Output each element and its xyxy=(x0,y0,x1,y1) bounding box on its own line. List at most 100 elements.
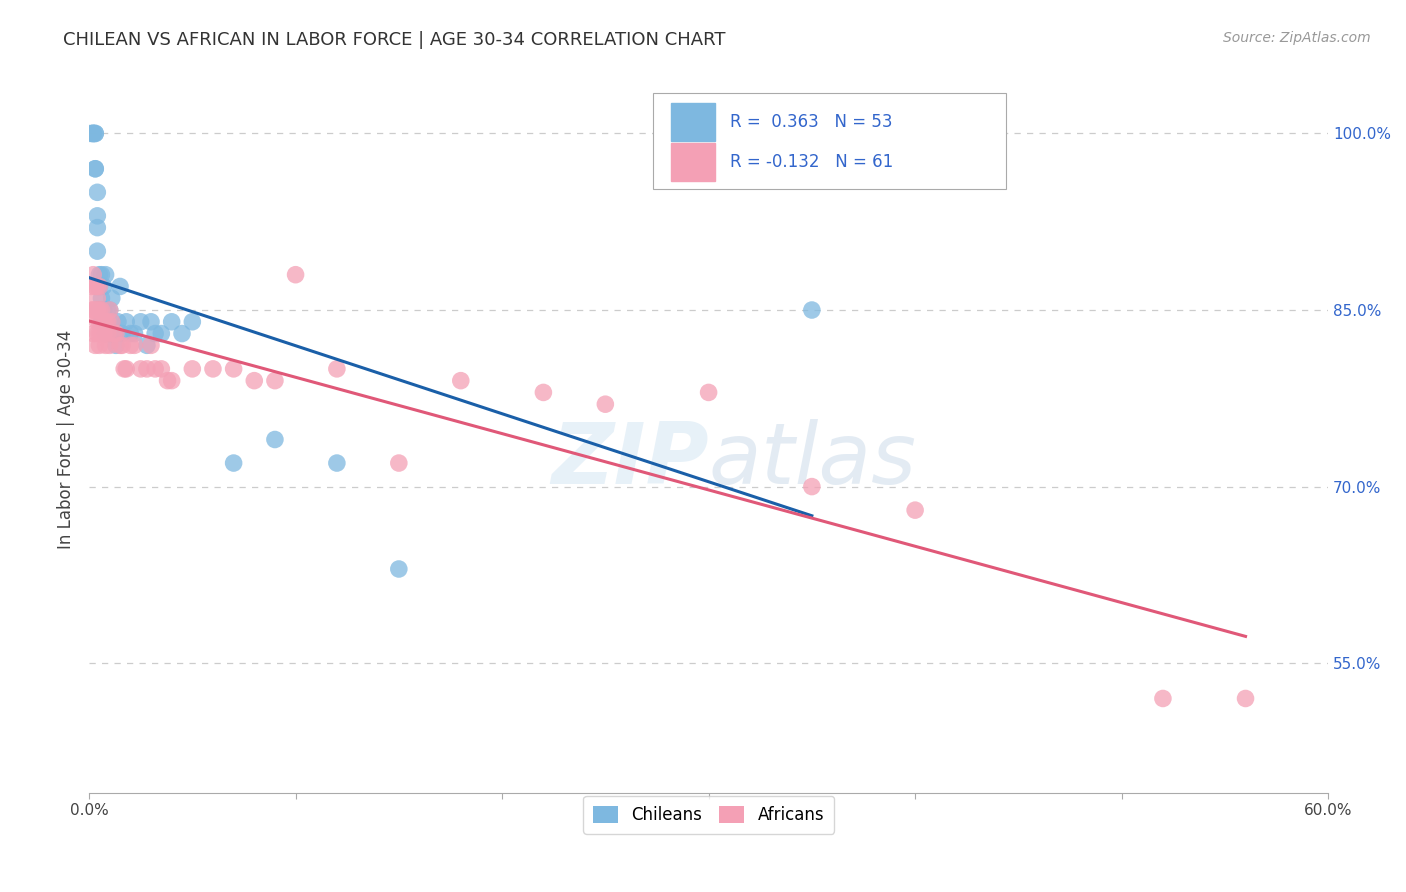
Point xyxy=(1234,691,1257,706)
Point xyxy=(80,303,103,318)
Point xyxy=(139,338,162,352)
Text: atlas: atlas xyxy=(709,419,917,502)
Point xyxy=(82,268,104,282)
Point xyxy=(82,127,104,141)
Point xyxy=(93,315,115,329)
Point xyxy=(181,315,204,329)
Point xyxy=(89,303,111,318)
Point xyxy=(89,303,111,318)
Point xyxy=(90,291,112,305)
Point xyxy=(160,374,183,388)
Point xyxy=(93,279,115,293)
Point xyxy=(111,326,134,341)
Text: ZIP: ZIP xyxy=(551,419,709,502)
Point xyxy=(222,456,245,470)
Point xyxy=(82,127,104,141)
Point xyxy=(84,303,107,318)
Point xyxy=(450,374,472,388)
Point xyxy=(93,315,115,329)
Point xyxy=(93,326,115,341)
Point xyxy=(90,326,112,341)
Point xyxy=(170,326,193,341)
Point xyxy=(98,338,121,352)
Point xyxy=(94,315,117,329)
Point xyxy=(150,326,173,341)
Point xyxy=(129,315,152,329)
Point xyxy=(243,374,266,388)
Point xyxy=(98,326,121,341)
Point xyxy=(97,326,120,341)
Point xyxy=(697,385,720,400)
Point xyxy=(86,315,108,329)
Point xyxy=(89,279,111,293)
Point xyxy=(89,279,111,293)
Point xyxy=(135,338,157,352)
Point xyxy=(326,456,349,470)
Legend: Chileans, Africans: Chileans, Africans xyxy=(583,796,834,834)
Point xyxy=(93,326,115,341)
Point xyxy=(86,244,108,259)
Point xyxy=(143,326,166,341)
Point xyxy=(115,362,138,376)
Point xyxy=(97,315,120,329)
Text: R = -0.132   N = 61: R = -0.132 N = 61 xyxy=(730,153,893,171)
Point xyxy=(108,338,131,352)
Point xyxy=(595,397,617,411)
Point xyxy=(86,220,108,235)
Point xyxy=(264,433,287,447)
Point xyxy=(90,315,112,329)
Point xyxy=(388,562,411,576)
Text: Source: ZipAtlas.com: Source: ZipAtlas.com xyxy=(1223,31,1371,45)
Point xyxy=(84,127,107,141)
Point xyxy=(80,127,103,141)
Point xyxy=(264,374,287,388)
Point xyxy=(82,303,104,318)
Point xyxy=(160,315,183,329)
Point xyxy=(800,480,823,494)
Point xyxy=(90,303,112,318)
Point xyxy=(904,503,927,517)
Point xyxy=(103,326,125,341)
Point xyxy=(143,362,166,376)
Text: R =  0.363   N = 53: R = 0.363 N = 53 xyxy=(730,113,893,131)
Point xyxy=(84,161,107,176)
Point xyxy=(94,338,117,352)
Point xyxy=(1152,691,1174,706)
Point xyxy=(89,326,111,341)
Point xyxy=(84,338,107,352)
Point xyxy=(84,127,107,141)
Point xyxy=(80,279,103,293)
Point xyxy=(201,362,224,376)
FancyBboxPatch shape xyxy=(672,143,714,181)
Point xyxy=(89,338,111,352)
Point xyxy=(86,326,108,341)
Point xyxy=(129,362,152,376)
Point xyxy=(120,338,142,352)
Point xyxy=(156,374,179,388)
Text: CHILEAN VS AFRICAN IN LABOR FORCE | AGE 30-34 CORRELATION CHART: CHILEAN VS AFRICAN IN LABOR FORCE | AGE … xyxy=(63,31,725,49)
Point xyxy=(86,291,108,305)
Point xyxy=(94,268,117,282)
Point xyxy=(112,362,135,376)
Point xyxy=(90,268,112,282)
Point xyxy=(124,338,146,352)
Point xyxy=(86,279,108,293)
Point xyxy=(93,303,115,318)
Point xyxy=(97,303,120,318)
Point xyxy=(135,362,157,376)
Point xyxy=(107,315,129,329)
FancyBboxPatch shape xyxy=(652,94,1005,189)
Point xyxy=(98,303,121,318)
Point xyxy=(800,303,823,318)
Point xyxy=(531,385,554,400)
Point xyxy=(124,326,146,341)
Point xyxy=(104,326,127,341)
Point xyxy=(86,186,108,200)
Point xyxy=(103,326,125,341)
Point xyxy=(94,315,117,329)
Point xyxy=(108,279,131,293)
Point xyxy=(104,338,127,352)
Point xyxy=(86,303,108,318)
Point xyxy=(86,209,108,223)
Point xyxy=(115,315,138,329)
